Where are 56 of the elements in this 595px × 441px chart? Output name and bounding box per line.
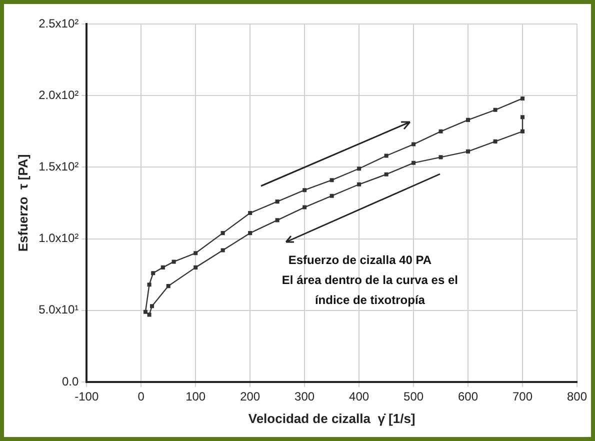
point [147,312,152,317]
x-tick-label: 400 [349,390,370,404]
point [275,218,280,222]
point [412,142,416,146]
y-tick-label: 0.0 [62,374,79,388]
point [438,129,443,134]
annotation: El área dentro de la curva es el [282,273,458,287]
x-tick-label: 600 [458,390,478,404]
point [520,115,525,120]
point [493,108,498,112]
point [412,160,416,165]
point [357,166,362,171]
point [520,96,525,100]
x-tick-label: 0 [138,390,145,404]
point [438,155,443,160]
x-tick-label: -100 [74,390,99,404]
y-tick-label: 1.0x10² [38,231,79,246]
y-tick-label: 5.0x10¹ [38,302,79,317]
point [194,265,198,270]
point [493,139,498,144]
point [166,284,170,288]
point [220,248,225,252]
point [357,182,362,186]
y-axis-title: Esfuerzo τ [PA] [15,154,30,252]
x-tick-label: 300 [294,390,315,404]
point [384,154,388,158]
point [160,265,165,270]
annotation: índice de tixotropía [314,293,426,307]
x-tick-label: 100 [186,390,206,404]
point [520,129,525,134]
point [143,310,148,314]
point [466,149,470,154]
point [466,118,470,122]
x-tick-label: 800 [566,390,588,404]
point [302,188,307,192]
x-tick-label: 200 [240,390,260,404]
x-tick-label: 700 [512,390,533,404]
point [330,194,334,198]
point [302,205,307,210]
point [330,178,334,182]
point [147,282,152,287]
y-tick-label: 1.5x10² [38,160,79,174]
x-axis-title: Velocidad de cizalla γ̇ [1/s] [248,410,416,426]
point [275,200,280,204]
point [248,211,252,216]
y-tick-label: 2.0x10² [38,88,79,102]
annotation: Esfuerzo de cizalla 40 PA [288,253,432,267]
point [194,251,198,256]
x-tick-label: 500 [404,390,424,404]
point [172,260,176,264]
point [150,304,154,308]
y-tick-label: 2.5x10² [38,16,79,30]
point [384,172,388,176]
point [151,271,156,276]
point [220,231,225,236]
point [248,231,252,236]
